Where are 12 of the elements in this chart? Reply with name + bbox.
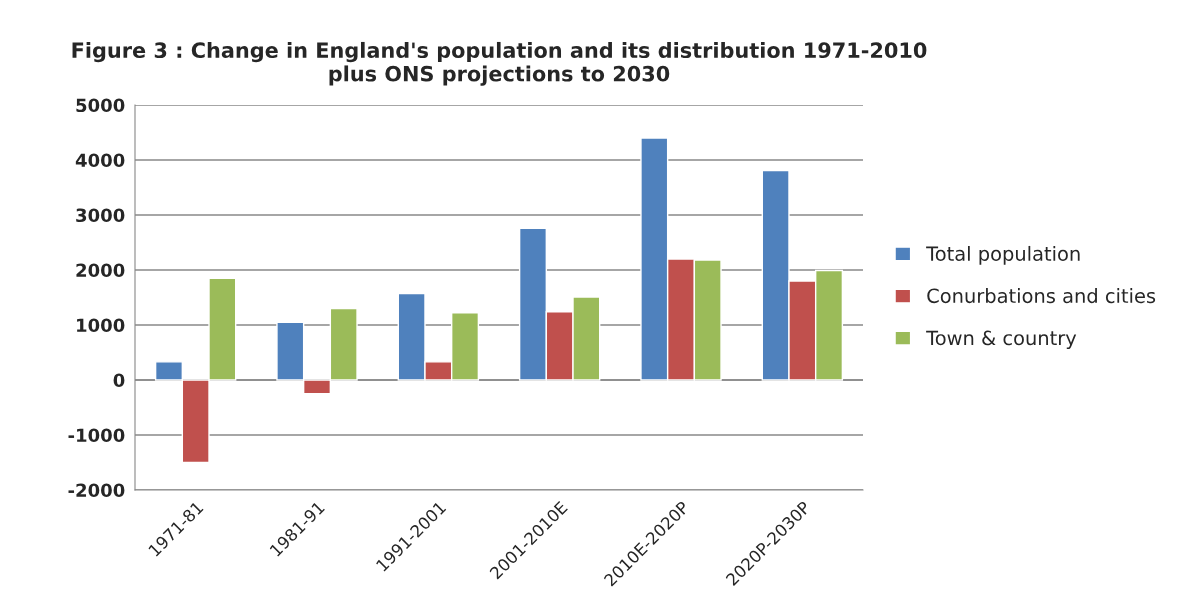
y-tick-label: -2000 — [68, 483, 125, 498]
y-tick-label: 5000 — [76, 98, 125, 113]
y-tick-label: 1000 — [77, 318, 125, 333]
chart-title: Figure 3 : Change in England's population and its distribution 1971-2010 plus ONS projections to 2030 — [72, 41, 927, 86]
y-tick-label: -1000 — [68, 428, 125, 443]
y-tick-label: 4000 — [75, 153, 125, 168]
y-tick-label: 0 — [113, 373, 125, 388]
legend-label: Town & country — [926, 330, 1077, 350]
y-tick-label: 2000 — [76, 263, 125, 278]
y-tick-label: 3000 — [76, 208, 125, 223]
legend-label: Conurbations and cities — [927, 288, 1156, 304]
legend-label: Total population — [926, 245, 1080, 265]
